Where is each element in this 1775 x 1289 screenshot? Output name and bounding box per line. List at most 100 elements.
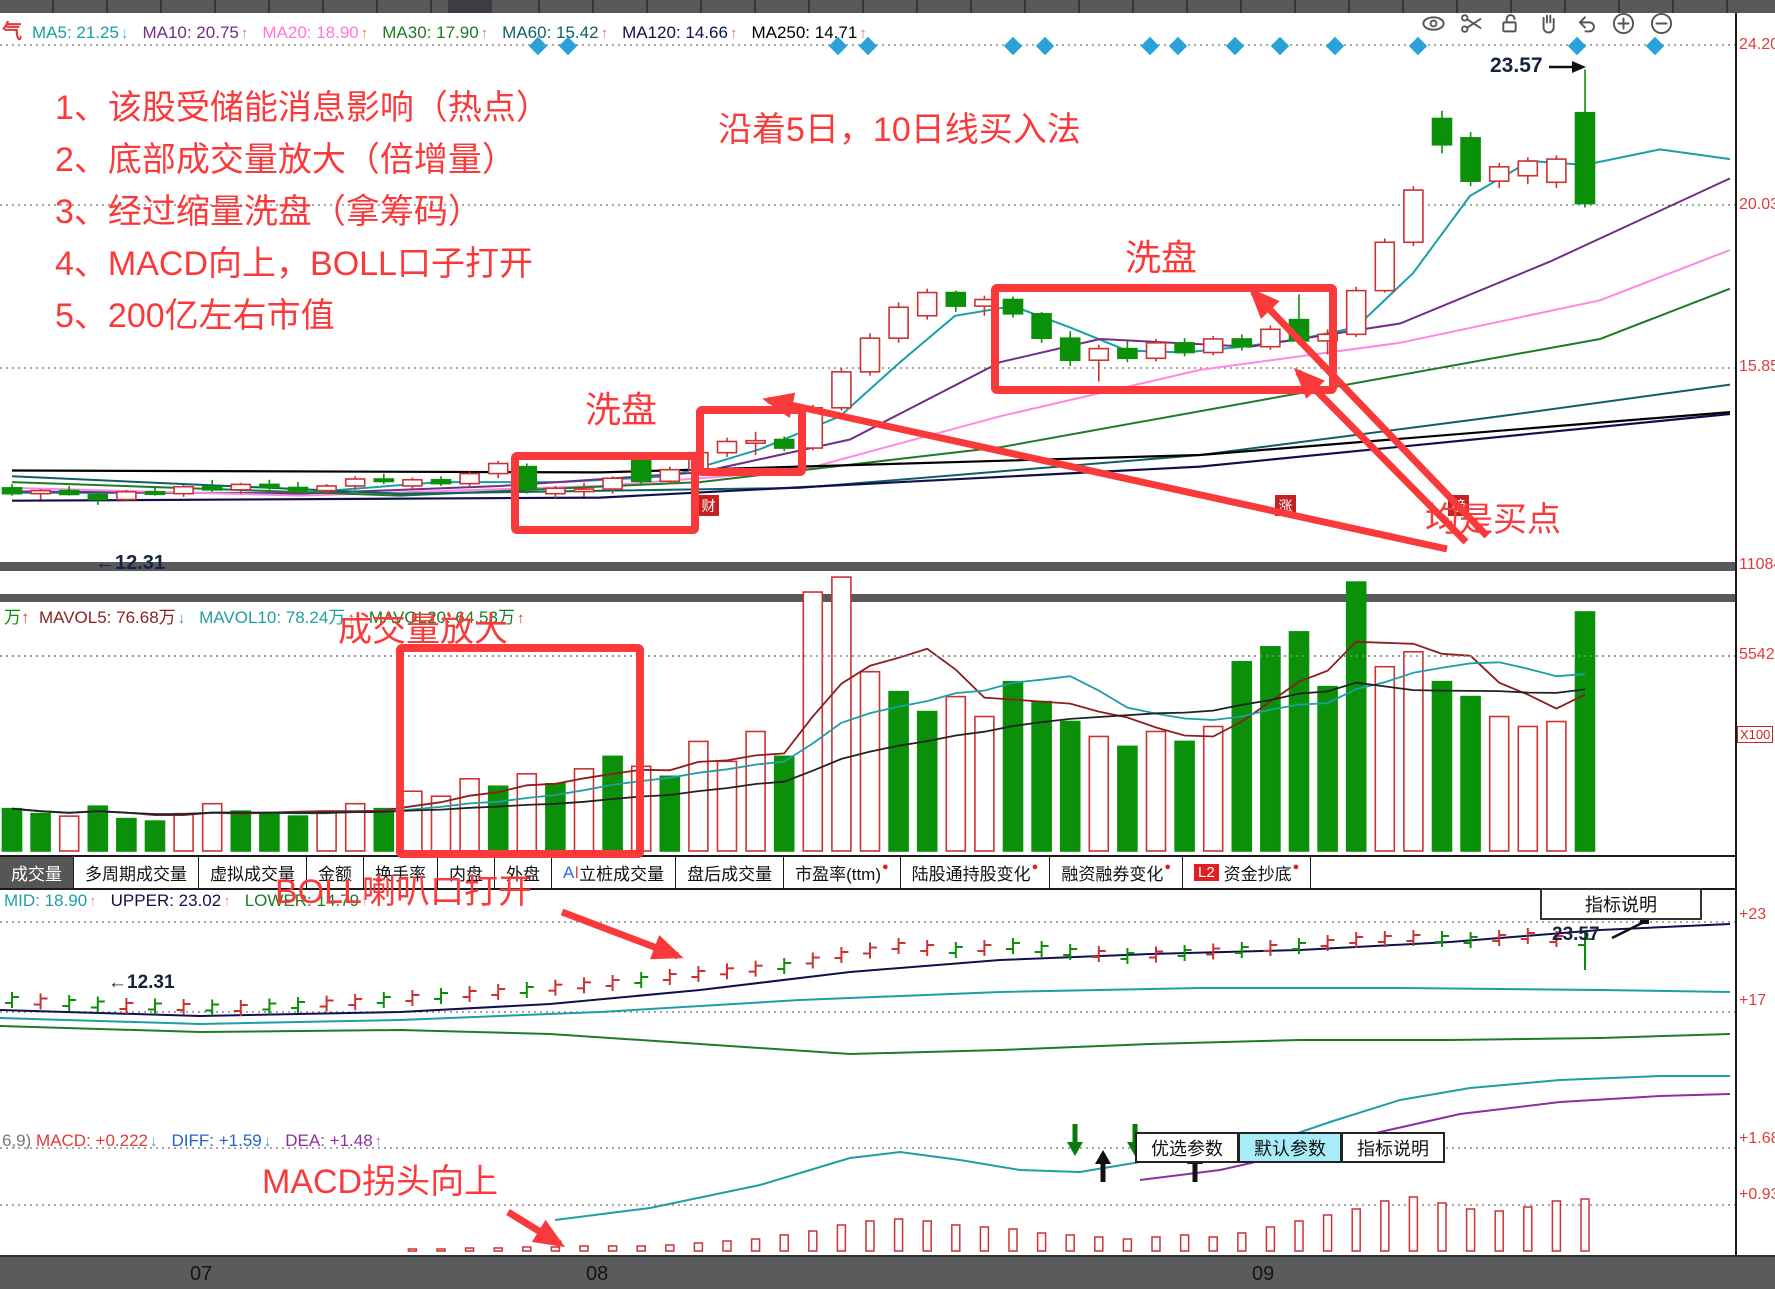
hand-annotation: MACD拐头向上 bbox=[262, 1163, 499, 1201]
zoom-in-icon[interactable] bbox=[1610, 10, 1637, 37]
legend-text: MA20: 18.90 bbox=[262, 23, 359, 42]
legend-item: DIFF: +1.59 ↓ bbox=[172, 1131, 272, 1150]
legend-text: MAVOL5: 76.68万 bbox=[38, 608, 176, 627]
tab-成交量[interactable]: 成交量 bbox=[0, 857, 74, 888]
top-scrollbar[interactable] bbox=[0, 0, 1775, 13]
axis-border bbox=[1735, 13, 1737, 1255]
tab-label-ai-a: A bbox=[563, 862, 575, 882]
tab-AI立桩成交量[interactable]: A I 立桩成交量 bbox=[552, 857, 677, 888]
trend-arrow-icon: ↑ bbox=[600, 25, 609, 42]
x-axis-label: 07 bbox=[190, 1263, 213, 1285]
trend-arrow-icon: ↓ bbox=[177, 610, 186, 627]
event-badge[interactable]: 财 bbox=[698, 495, 719, 516]
legend-item: MA30: 17.90 ↑ bbox=[382, 23, 488, 42]
tab-label: 虚拟成交量 bbox=[210, 865, 295, 884]
hand-annotation: 1、该股受储能消息影响（热点） bbox=[55, 89, 550, 127]
scrollbar-thumb[interactable] bbox=[448, 0, 492, 13]
price-tag: 23.57 bbox=[1552, 924, 1600, 945]
scissors-icon[interactable] bbox=[1458, 10, 1485, 37]
price-tag: ←12.31 bbox=[95, 552, 166, 574]
legend-item: MA120: 14.66 ↑ bbox=[622, 23, 737, 42]
time-axis[interactable]: 07 08 09 bbox=[0, 1255, 1775, 1289]
tab-资金抄底[interactable]: L2 资金抄底 ● bbox=[1183, 857, 1312, 888]
hand-icon[interactable] bbox=[1534, 10, 1561, 37]
param-button-优选参数[interactable]: 优选参数 bbox=[1135, 1132, 1239, 1163]
legend-item: MACD: +0.222 ↓ bbox=[36, 1131, 157, 1150]
param-button-默认参数[interactable]: 默认参数 bbox=[1239, 1132, 1342, 1163]
trend-arrow-icon: ↓ bbox=[263, 1133, 272, 1150]
legend-text: DEA: +1.48 bbox=[285, 1131, 373, 1150]
trend-arrow-icon: ↑ bbox=[89, 893, 97, 910]
trend-arrow-icon: ↑ bbox=[374, 1133, 383, 1150]
new-indicator-dot: ● bbox=[882, 860, 889, 873]
legend-text: LOWER: 14.79 bbox=[244, 891, 360, 910]
legend-item: MID: 18.90 ↑ bbox=[4, 891, 97, 910]
hand-annotation: 洗盘 bbox=[585, 389, 658, 430]
legend-text: MA30: 17.90 bbox=[382, 23, 479, 42]
legend-item: MA5: 21.25 ↓ bbox=[32, 23, 128, 42]
tab-label: 内盘 bbox=[449, 865, 483, 884]
tab-换手率[interactable]: 换手率 bbox=[364, 857, 438, 888]
new-indicator-dot: ● bbox=[1031, 860, 1039, 873]
hand-annotation: 5、200亿左右市值 bbox=[55, 297, 335, 335]
legend-text: MACD: +0.222 bbox=[36, 1131, 149, 1150]
tab-虚拟成交量[interactable]: 虚拟成交量 bbox=[199, 857, 307, 888]
zoom-out-icon[interactable] bbox=[1648, 10, 1675, 37]
hand-annotation: 4、MACD向上，BOLL口子打开 bbox=[55, 245, 533, 283]
legend-text: UPPER: 23.02 bbox=[110, 891, 222, 910]
volume-legend-row: 万↑ MAVOL5: 76.68万 ↓ MAVOL10: 78.24万 ↑ MAVOL2… bbox=[4, 603, 538, 628]
legend-item: DEA: +1.48 ↑ bbox=[285, 1131, 382, 1150]
trend-arrow-icon: ↓ bbox=[120, 25, 129, 42]
tab-金额[interactable]: 金额 bbox=[307, 857, 364, 888]
tab-陆股通持股变化[interactable]: 陆股通持股变化 ● bbox=[901, 857, 1051, 888]
y-axis-label: 24.20 bbox=[1739, 36, 1775, 53]
undo-icon[interactable] bbox=[1572, 10, 1599, 37]
eye-icon[interactable] bbox=[1420, 10, 1447, 37]
volume-multiplier-badge: X100 bbox=[1737, 726, 1774, 743]
tab-label: 陆股通持股变化 bbox=[911, 865, 1031, 884]
legend-text: MA60: 15.42 bbox=[502, 23, 599, 42]
new-indicator-dot: ● bbox=[1164, 860, 1171, 873]
trend-arrow-icon: ↑ bbox=[516, 610, 525, 627]
tab-外盘[interactable]: 外盘 bbox=[495, 857, 552, 888]
trend-arrow-icon: ↑ bbox=[223, 893, 231, 910]
legend-text: MAVOL10: 78.24万 bbox=[199, 608, 346, 627]
boll-legend-row: MID: 18.90 ↑ UPPER: 23.02 ↑ LOWER: 14.79 ↑ bbox=[4, 891, 383, 911]
legend-item: MA60: 15.42 ↑ bbox=[502, 23, 608, 42]
tab-内盘[interactable]: 内盘 bbox=[438, 857, 495, 888]
legend-text: MAVOL20: 64.53万 bbox=[368, 608, 515, 627]
trend-arrow-icon: ↓ bbox=[150, 1133, 158, 1150]
l2-badge: L2 bbox=[1193, 864, 1219, 881]
stock-name-partial: 气 bbox=[2, 21, 22, 43]
legend-prefix: ↑ bbox=[21, 608, 30, 627]
hand-annotation: BOLL喇叭口打开 bbox=[275, 873, 532, 911]
param-button-指标说明[interactable]: 指标说明 bbox=[1342, 1132, 1445, 1163]
price-tag: 23.57 bbox=[1490, 54, 1543, 77]
tab-label: 多周期成交量 bbox=[85, 865, 187, 884]
tab-多周期成交量[interactable]: 多周期成交量 bbox=[74, 857, 199, 888]
x-axis-label: 09 bbox=[1252, 1263, 1275, 1285]
y-axis-label: 5542 bbox=[1739, 646, 1775, 663]
trend-arrow-icon: ↑ bbox=[480, 25, 489, 42]
tab-label: 换手率 bbox=[375, 865, 426, 884]
tab-盘后成交量[interactable]: 盘后成交量 bbox=[676, 857, 785, 888]
tab-label: 盘后成交量 bbox=[687, 865, 773, 884]
legend-text: MID: 18.90 bbox=[4, 891, 88, 910]
x-axis-label: 08 bbox=[586, 1263, 609, 1285]
y-axis-label: 11084 bbox=[1739, 556, 1775, 573]
y-axis-label: +23 bbox=[1739, 906, 1767, 923]
lock-icon[interactable] bbox=[1496, 10, 1523, 37]
legend-text: MA250: 14.71 bbox=[751, 23, 858, 42]
tab-label-ai-i: I bbox=[574, 862, 580, 882]
tab-市盈率(ttm)[interactable]: 市盈率(ttm) ● bbox=[784, 857, 901, 888]
hand-annotation: 沿着5日，10日线买入法 bbox=[718, 111, 1081, 149]
tab-融资融券变化[interactable]: 融资融券变化 ● bbox=[1050, 857, 1183, 888]
indicator-help-button[interactable]: 指标说明 bbox=[1540, 888, 1702, 920]
trend-arrow-icon: ↑ bbox=[729, 25, 738, 42]
y-axis-label: +17 bbox=[1739, 992, 1767, 1009]
trend-arrow-icon: ↑ bbox=[347, 610, 355, 627]
legend-item: MA20: 18.90 ↑ bbox=[262, 23, 368, 42]
chart-toolbar bbox=[1420, 10, 1675, 37]
